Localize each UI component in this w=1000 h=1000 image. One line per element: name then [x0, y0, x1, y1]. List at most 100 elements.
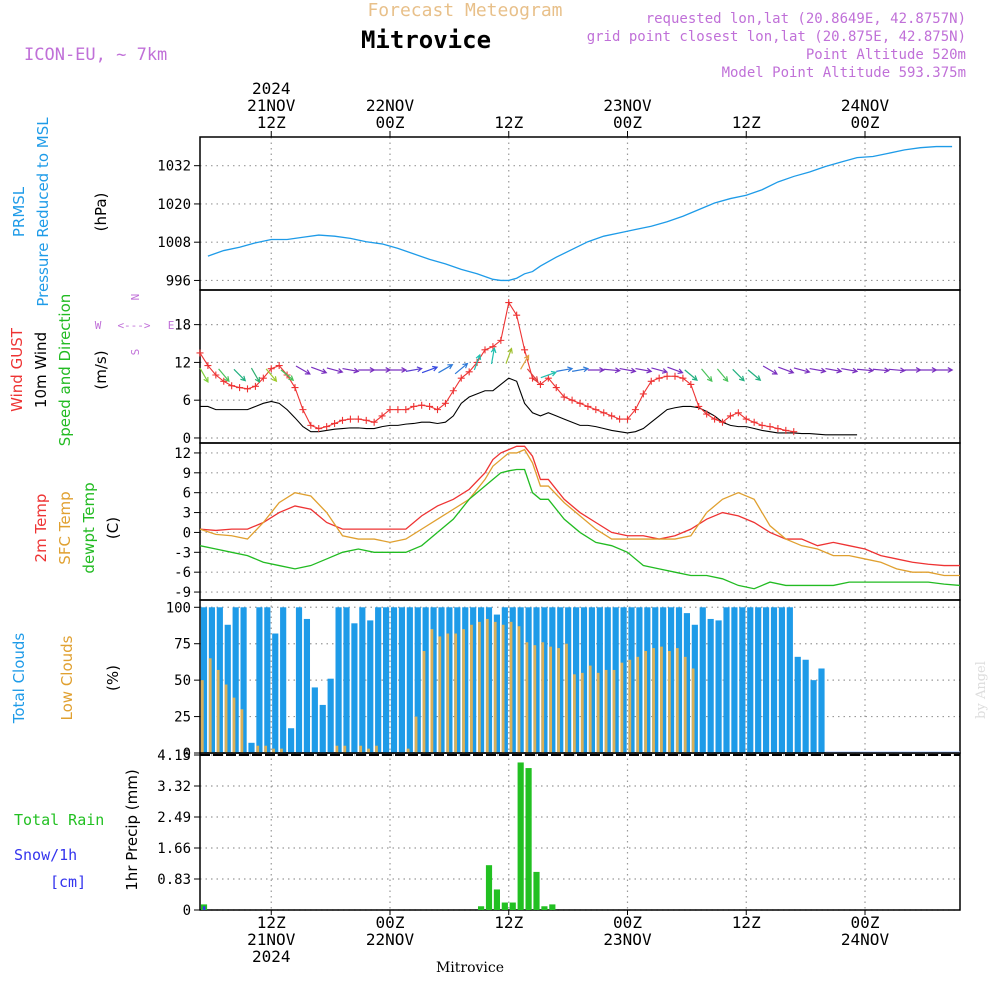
- pressure-panel: 996 1008 1020 1032: [157, 136, 961, 291]
- time-label-bottom: 24NOV: [841, 930, 890, 949]
- wind-ytick-label: 0: [183, 431, 191, 447]
- total-cloud-bar: [770, 607, 778, 753]
- pressure-frame: [199, 136, 961, 291]
- pressure-ylabel-1: PRMSL: [10, 186, 28, 237]
- total-cloud-bar: [549, 607, 556, 753]
- wind-arrow: [936, 367, 954, 373]
- wind-arrow: [454, 362, 469, 375]
- gust-point: [742, 415, 750, 423]
- wind-arrow: [619, 367, 637, 374]
- gust-point: [639, 390, 647, 398]
- gust-point: [394, 406, 402, 414]
- total-cloud-bar: [596, 607, 603, 753]
- gust-point: [362, 416, 370, 424]
- wind-arrow: [635, 367, 653, 374]
- total-cloud-bar: [485, 607, 493, 753]
- gust-point: [299, 406, 307, 414]
- rain-bar: [549, 904, 556, 910]
- rain-bar: [517, 762, 524, 910]
- low-cloud-bar: [200, 680, 204, 753]
- 2m-temp-line: [199, 445, 960, 567]
- cloud-ytick-label: 50: [174, 673, 191, 689]
- time-label-top: 12Z: [257, 113, 286, 132]
- total-cloud-bar: [667, 607, 675, 753]
- total-cloud-bar: [810, 680, 817, 753]
- total-cloud-bar: [454, 607, 461, 753]
- temp-ytick-label: 12: [174, 446, 191, 462]
- wind-arrow: [311, 366, 328, 375]
- gust-point: [196, 349, 204, 357]
- total-cloud-bar: [747, 607, 754, 753]
- wind-ylabel: Wind GUST 10m Wind Speed and Direction (…: [8, 294, 110, 447]
- low-cloud-bar: [501, 624, 505, 753]
- total-cloud-bar: [327, 678, 334, 753]
- total-cloud-bar: [359, 607, 366, 753]
- total-cloud-bar: [351, 623, 358, 753]
- total-cloud-bar: [517, 607, 524, 753]
- temp-frame: [199, 442, 961, 601]
- temp-ytick-label: -6: [174, 565, 191, 581]
- low-cloud-bar: [264, 745, 268, 753]
- wind-arrow: [904, 367, 922, 373]
- rain-bar: [541, 906, 548, 910]
- temp-unit: (C): [104, 517, 122, 539]
- gust-point: [624, 415, 631, 423]
- wind-arrow: [473, 353, 482, 371]
- gust-point: [782, 426, 790, 434]
- gust-point: [600, 409, 608, 417]
- total-cloud-bar: [620, 607, 627, 753]
- gust-point: [457, 374, 465, 382]
- total-cloud-bar: [430, 607, 437, 753]
- total-cloud-bar: [311, 687, 318, 753]
- wind-arrow: [438, 364, 454, 374]
- low-cloud-bar: [557, 648, 560, 753]
- gust-point: [750, 418, 758, 426]
- low-cloud-bar: [691, 668, 695, 753]
- pressure-line: [207, 145, 953, 282]
- total-cloud-bar: [224, 624, 231, 753]
- temp-ylabel-2: SFC Temp: [56, 491, 74, 564]
- wind-arrow: [540, 370, 558, 379]
- time-label-top: 12Z: [732, 113, 761, 132]
- low-cloud-bar: [359, 745, 363, 753]
- total-cloud-bar: [644, 607, 651, 753]
- total-cloud-bar: [565, 607, 572, 753]
- wind-arrow: [556, 366, 574, 373]
- total-cloud-bar: [287, 728, 295, 753]
- pressure-ylabel-2: Pressure Reduced to MSL: [34, 117, 52, 307]
- wind-ylabel-3: Speed and Direction: [56, 294, 74, 447]
- gust-point: [521, 346, 529, 354]
- gust-point: [734, 409, 742, 417]
- total-cloud-bar: [367, 620, 374, 753]
- gust-point: [259, 374, 267, 382]
- temp-ytick-label: 9: [183, 466, 191, 482]
- total-cloud-bar: [612, 607, 619, 753]
- total-cloud-bar: [422, 607, 429, 753]
- gust-point: [711, 415, 719, 423]
- gust-point: [481, 346, 489, 354]
- footer-location: Mitrovice: [436, 960, 504, 976]
- total-cloud-bar: [319, 704, 326, 753]
- pressure-unit: (hPa): [92, 193, 110, 232]
- wind-arrow: [732, 368, 745, 382]
- gust-point: [513, 311, 521, 319]
- gust-point: [204, 362, 212, 370]
- total-cloud-bar: [462, 607, 469, 753]
- precip-ytick-label: 1.66: [157, 841, 191, 857]
- low-cloud-bar: [565, 643, 568, 753]
- time-label-bottom: 2024: [252, 947, 291, 966]
- wind-arrow: [526, 368, 539, 383]
- low-cloud-bar: [644, 651, 648, 753]
- wind-arrow: [603, 367, 621, 374]
- wind-ytick-label: 12: [174, 355, 191, 371]
- compass-w: W: [95, 319, 102, 332]
- cloud-ylabel-2: Low Clouds: [58, 635, 76, 720]
- wind-arrow: [856, 367, 875, 374]
- gust-point: [790, 428, 798, 436]
- gust-point: [719, 418, 726, 426]
- total-cloud-bar: [232, 607, 239, 753]
- wind-arrow: [405, 366, 423, 373]
- time-label-top: 24NOV: [841, 96, 890, 115]
- time-label-top: 2024: [252, 79, 291, 98]
